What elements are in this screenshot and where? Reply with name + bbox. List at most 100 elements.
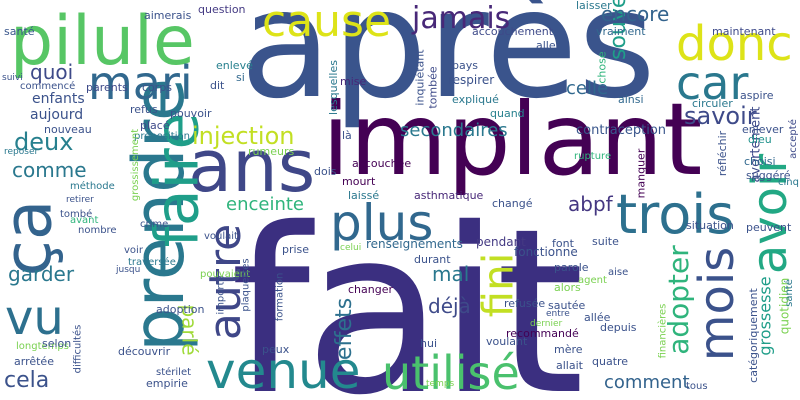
word: nouveau: [44, 123, 92, 136]
word: situation: [686, 219, 734, 232]
word: mère: [554, 343, 583, 356]
word: jamais: [412, 1, 511, 36]
word: temps: [426, 379, 455, 389]
word: longtemps: [16, 341, 69, 352]
word: choisi: [744, 155, 776, 168]
word: manquer: [634, 148, 648, 199]
word: accouchée: [352, 157, 412, 170]
word: quoi: [30, 60, 74, 84]
word: fonctionne: [514, 245, 578, 259]
word: effets: [332, 297, 358, 361]
word: placé: [140, 119, 170, 132]
word: renseignements: [366, 237, 463, 251]
word: importe: [215, 275, 227, 315]
word: rumeurs: [248, 145, 295, 158]
word: utilisé: [382, 346, 520, 400]
word: santé: [4, 25, 35, 38]
word: refus: [130, 103, 158, 116]
word: lesquelles: [326, 60, 340, 115]
word: santé: [783, 279, 795, 307]
word: quand: [490, 107, 525, 120]
word: donc: [676, 16, 793, 72]
word: hui: [420, 337, 437, 350]
word: peux: [262, 343, 290, 356]
word: accouchement: [472, 25, 554, 38]
word: sautée: [548, 299, 586, 312]
word: si: [236, 71, 245, 84]
word: car: [676, 56, 749, 110]
word: pays: [452, 59, 478, 72]
word: selon: [42, 337, 72, 350]
word: ainsi: [618, 93, 644, 106]
word: reposer: [4, 147, 39, 157]
word: dernier: [530, 319, 563, 329]
word: trois: [616, 183, 735, 246]
word: mois: [689, 246, 746, 362]
word: commencé: [20, 81, 76, 92]
word: ans: [188, 124, 316, 208]
word: cause: [262, 0, 392, 47]
word: jusqu: [116, 265, 141, 275]
word: tombée: [426, 66, 440, 109]
word: quatre: [592, 355, 629, 368]
word: injection: [192, 122, 295, 150]
word: aspire: [740, 89, 774, 102]
word: grossissement: [130, 128, 142, 202]
word: secondaires: [400, 120, 508, 141]
word: empirie: [146, 377, 188, 390]
word: circuler: [692, 97, 733, 110]
word: aimerais: [144, 9, 192, 22]
word: changer: [348, 283, 394, 296]
word: allée: [584, 311, 611, 324]
word: aller: [536, 39, 561, 52]
word: mise: [340, 75, 367, 88]
word: respirer: [448, 73, 495, 87]
word: aujourd: [30, 107, 84, 123]
word: alors: [554, 281, 581, 294]
word: méthode: [70, 181, 115, 192]
word: grossesse: [755, 276, 775, 356]
word: garder: [8, 262, 75, 286]
word: pouvaient: [200, 269, 251, 280]
word: pilule: [10, 2, 195, 81]
word: après: [240, 0, 656, 132]
word: vu: [5, 290, 64, 346]
word: catégoriquement: [746, 288, 760, 383]
word: déjà: [428, 294, 471, 318]
word: durant: [414, 253, 451, 266]
word: adopter: [661, 245, 695, 355]
word: plus: [330, 194, 434, 252]
word: tous: [686, 381, 708, 392]
word: corps: [142, 81, 173, 94]
word: comme: [12, 158, 87, 182]
word: retirer: [66, 195, 94, 205]
word: accepté: [787, 119, 799, 159]
word: dit: [210, 79, 225, 92]
word: abpf: [568, 192, 613, 216]
word: formation: [274, 272, 286, 322]
word: allait: [556, 359, 583, 372]
word: laissé: [348, 189, 380, 202]
word: celui: [340, 243, 362, 253]
word: enfants: [32, 91, 85, 107]
word: suivi: [2, 73, 23, 83]
word: voulait: [204, 231, 238, 242]
word: expliqué: [452, 93, 499, 106]
word: proposition: [134, 131, 190, 142]
word: changé: [492, 197, 533, 210]
word: découvrir: [118, 345, 171, 358]
word: maintenant: [712, 25, 776, 38]
word: vraiment: [596, 25, 646, 38]
word: réfléchir: [716, 130, 730, 177]
word: savoir: [684, 102, 757, 130]
word: refusée: [504, 297, 546, 310]
word: arrêtée: [14, 355, 54, 368]
word: adoption: [156, 303, 205, 316]
word: venue: [206, 342, 361, 400]
word: rupture: [574, 151, 612, 162]
word: recommandé: [506, 327, 579, 340]
word: peuvent: [746, 221, 792, 234]
word: font: [552, 237, 574, 250]
word: crime: [140, 219, 169, 230]
